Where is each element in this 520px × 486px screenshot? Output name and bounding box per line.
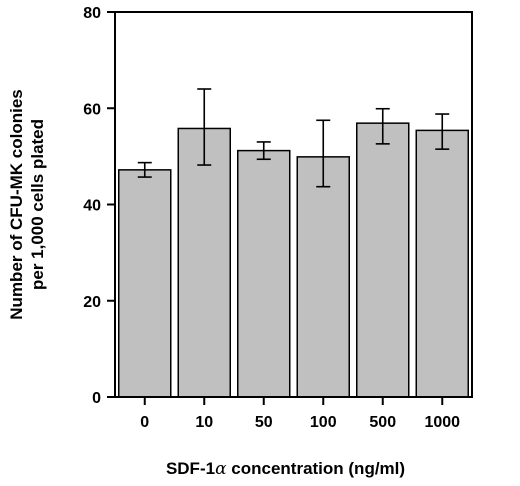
x-tick-label: 500 xyxy=(369,414,396,431)
y-axis-label-line-2: per 1,000 cells plated xyxy=(28,119,47,290)
y-tick-label: 0 xyxy=(92,390,101,407)
error-bar-50 xyxy=(256,141,271,161)
y-tick-label: 20 xyxy=(83,294,101,311)
x-tick-label: 10 xyxy=(195,414,213,431)
bar-10 xyxy=(177,127,231,398)
x-axis-label-prefix: SDF-1 xyxy=(166,459,215,478)
error-bar-10 xyxy=(197,88,212,166)
x-tick-label: 0 xyxy=(140,414,149,431)
y-axis-label-line-1: Number of CFU-MK colonies xyxy=(7,89,26,319)
bar-0 xyxy=(118,169,172,398)
error-bar-0 xyxy=(137,161,152,178)
x-tick-label: 50 xyxy=(255,414,273,431)
y-tick-label: 40 xyxy=(83,198,101,215)
x-axis-label-suffix: concentration (ng/ml) xyxy=(227,459,406,478)
x-tick-label: 100 xyxy=(310,414,337,431)
error-bar-500 xyxy=(375,107,390,145)
error-bars xyxy=(137,88,450,188)
x-axis-label: SDF-1α concentration (ng/ml) xyxy=(166,459,405,479)
x-axis-ticks: 0 10 50 100 500 1000 xyxy=(140,397,460,431)
x-tick-label: 1000 xyxy=(424,414,460,431)
bars xyxy=(118,122,469,398)
bar-50 xyxy=(237,149,291,398)
error-bar-100 xyxy=(316,119,331,188)
x-axis-label-symbol: α xyxy=(215,459,227,479)
bar-1000 xyxy=(415,129,469,398)
bar-500 xyxy=(356,122,410,398)
y-axis-ticks: 0 20 40 60 80 xyxy=(83,5,115,407)
error-bar-1000 xyxy=(435,113,450,150)
y-tick-label: 60 xyxy=(83,101,101,118)
y-tick-label: 80 xyxy=(83,5,101,22)
bar-100 xyxy=(296,156,350,398)
